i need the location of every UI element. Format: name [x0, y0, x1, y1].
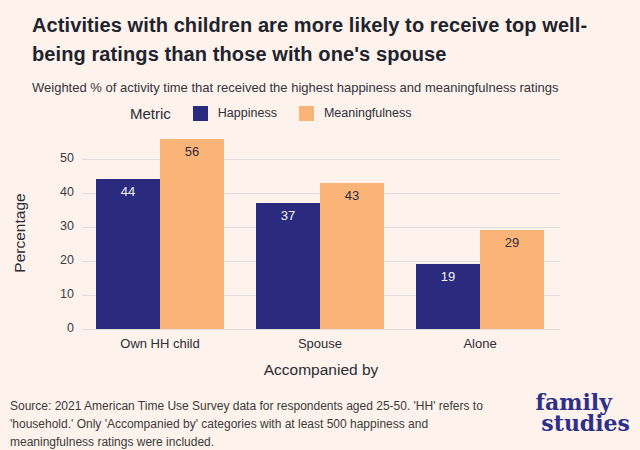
bar-value-label: 29 — [480, 235, 544, 250]
legend-item-meaningfulness: Meaningfulness — [299, 106, 412, 121]
meaningfulness-swatch-icon — [299, 106, 314, 121]
bar-meaningfulness-own-hh-child: 56 — [160, 139, 224, 329]
source-line: 'household.' Only 'Accompanied by' categ… — [10, 417, 428, 431]
bar-happiness-own-hh-child: 44 — [96, 179, 160, 329]
legend-item-label: Happiness — [218, 106, 277, 120]
legend: Metric Happiness Meaningfulness — [130, 104, 425, 122]
x-tick-label-spouse: Spouse — [250, 336, 390, 351]
y-tick-label-30: 30 — [30, 219, 74, 233]
plot-area: 44 56 3743 19 29 — [82, 130, 560, 329]
gridline-0 — [82, 329, 560, 330]
legend-title: Metric — [130, 105, 171, 122]
bar-chart: Percentage 44 56 3743 19 29 0 10 20 30 40 50 Own … — [0, 130, 640, 390]
bar-value-label: 56 — [160, 144, 224, 159]
gridline-50 — [82, 159, 560, 160]
bar-value-label: 19 — [416, 269, 480, 284]
chart-card: Activities with children are more likely… — [0, 0, 640, 450]
legend-item-label: Meaningfulness — [324, 106, 412, 120]
bar-value-label: 44 — [96, 184, 160, 199]
family-studies-logo: family studies — [536, 392, 631, 434]
y-tick-label-50: 50 — [30, 151, 74, 165]
y-tick-label-40: 40 — [30, 185, 74, 199]
bar-happiness-alone: 19 — [416, 264, 480, 329]
bar-value-label: 37 — [256, 208, 320, 223]
source-note: Source: 2021 American Time Use Survey da… — [10, 397, 490, 450]
bar-meaningfulness-alone: 29 — [480, 230, 544, 329]
y-tick-label-10: 10 — [30, 287, 74, 301]
bar-happiness-spouse: 37 — [256, 203, 320, 329]
legend-item-happiness: Happiness — [193, 106, 277, 121]
logo-line-2: studies — [536, 413, 631, 434]
source-line: Source: 2021 American Time Use Survey da… — [10, 399, 483, 413]
chart-title: Activities with children are more likely… — [32, 11, 588, 69]
source-line: meaningfulness ratings were included. — [10, 435, 214, 449]
y-tick-label-20: 20 — [30, 253, 74, 267]
y-tick-label-0: 0 — [30, 321, 74, 335]
bar-meaningfulness-spouse: 43 — [320, 183, 384, 329]
x-tick-label-alone: Alone — [410, 336, 550, 351]
x-axis-label: Accompanied by — [82, 361, 560, 379]
chart-subtitle: Weighted % of activity time that receive… — [32, 80, 632, 95]
x-tick-label-own-hh-child: Own HH child — [90, 336, 230, 351]
happiness-swatch-icon — [193, 106, 208, 121]
y-axis-label: Percentage — [11, 138, 31, 328]
bar-value-label: 43 — [320, 188, 384, 203]
